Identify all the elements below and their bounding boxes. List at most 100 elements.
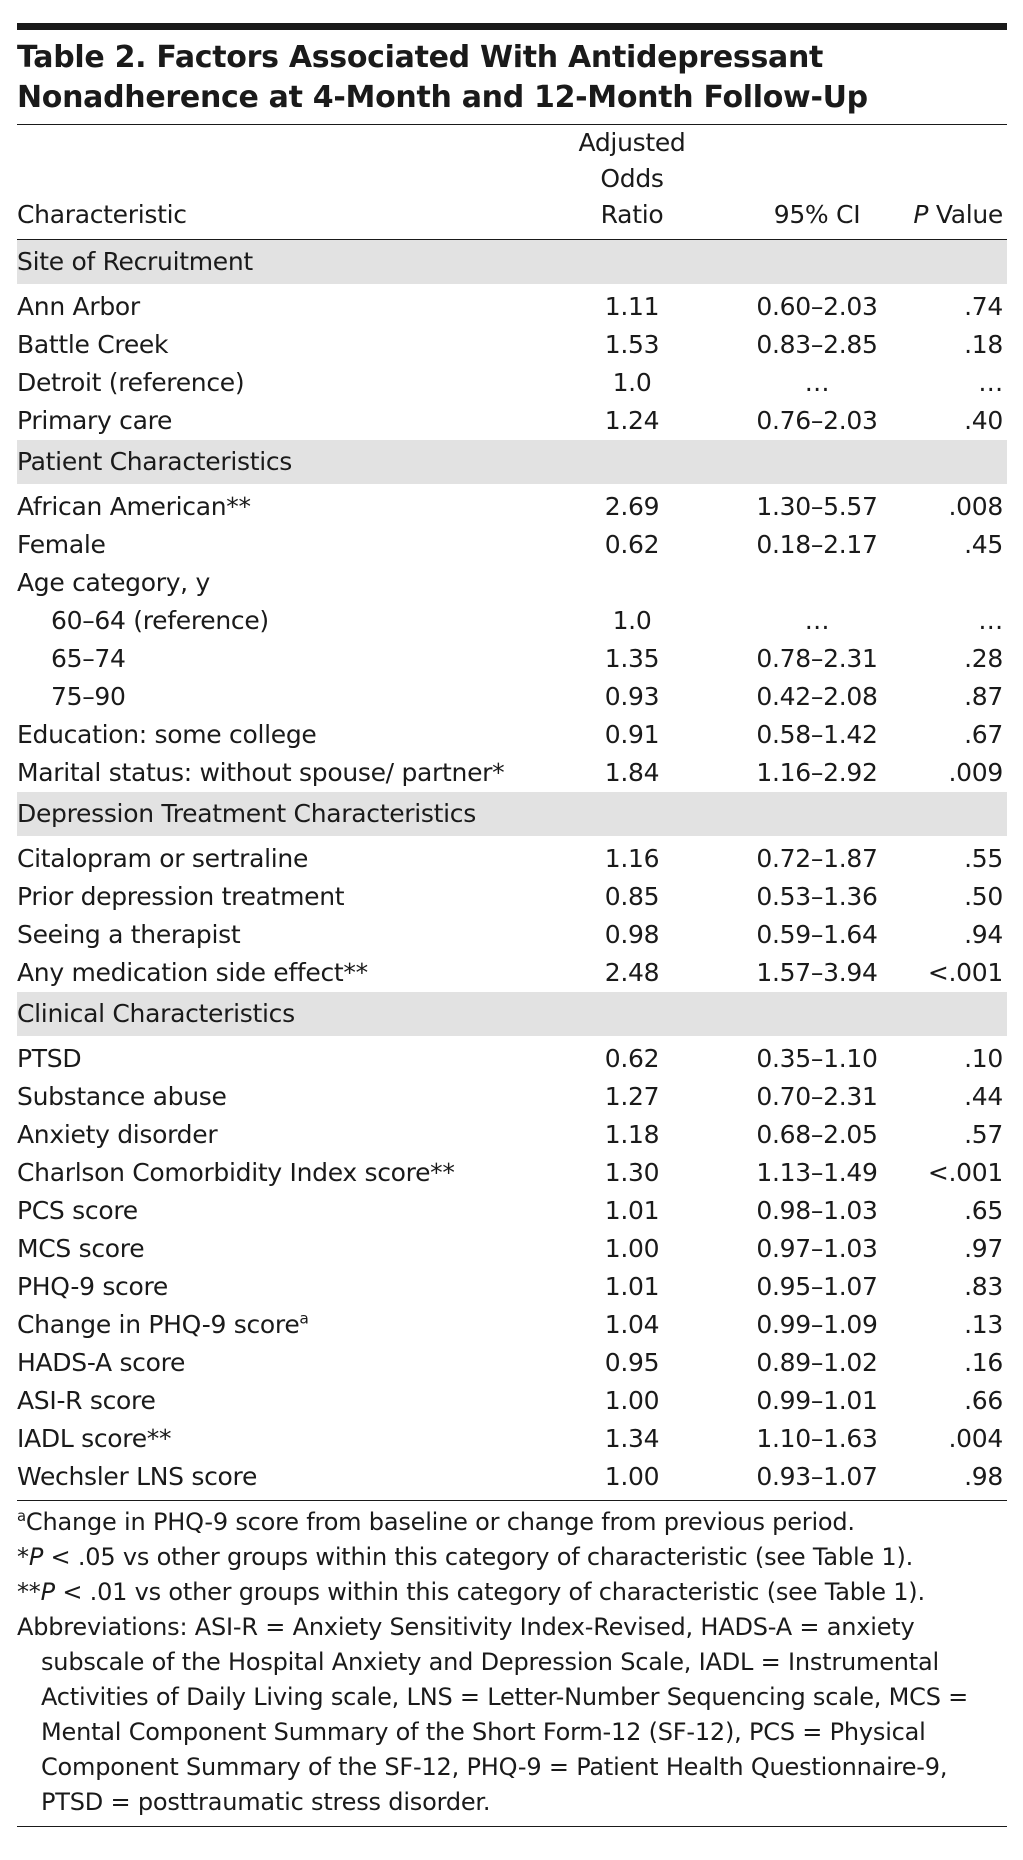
cell-or: 1.04	[604, 1310, 660, 1339]
cell-p: .18	[964, 330, 1003, 359]
row-label-text: 65–74	[51, 644, 126, 673]
data-row: Primary care 1.24 0.76–2.03 .40	[17, 402, 1007, 440]
row-label: Detroit (reference)	[17, 364, 537, 402]
cell-or: 0.62	[604, 530, 660, 559]
cell-ci: 0.18–2.17	[756, 530, 878, 559]
row-label-text: Age category, y	[17, 568, 210, 597]
row-label: PHQ-9 score	[17, 1268, 537, 1306]
cell-or: 1.00	[604, 1386, 660, 1415]
row-label-text: African American**	[17, 492, 251, 521]
row-label: 75–90	[17, 678, 537, 716]
row-label-text: IADL score**	[17, 1424, 172, 1453]
row-label-cell: 65–74	[17, 640, 537, 678]
cell-p: .009	[948, 758, 1004, 787]
cell-or: 0.91	[604, 720, 660, 749]
row-label-cell: Charlson Comorbidity Index score**	[17, 1154, 537, 1192]
row-label-cell: HADS-A score	[17, 1344, 537, 1382]
cell-p: .66	[964, 1386, 1003, 1415]
cell-ci: 0.72–1.87	[756, 844, 878, 873]
cell-or: 1.0	[612, 368, 652, 397]
cell-or: 1.01	[604, 1272, 660, 1301]
cell-or: 2.48	[604, 958, 660, 987]
row-label-cell: 75–90	[17, 678, 537, 716]
row-label-text: Charlson Comorbidity Index score**	[17, 1158, 455, 1187]
data-row: 65–74 1.35 0.78–2.31 .28	[17, 640, 1007, 678]
empty-cell	[907, 564, 1007, 602]
row-label-cell: Female	[17, 526, 537, 564]
header-cell: Characteristic	[17, 200, 187, 229]
cell-ci: 0.89–1.02	[756, 1348, 878, 1377]
data-row: Charlson Comorbidity Index score** 1.30 1.…	[17, 1154, 1007, 1192]
empty-cell	[537, 564, 727, 602]
row-label-text: Change in PHQ-9 score	[17, 1310, 300, 1339]
data-row: HADS-A score 0.95 0.89–1.02 .16	[17, 1344, 1007, 1382]
data-row: PCS score 1.01 0.98–1.03 .65	[17, 1192, 1007, 1230]
cell-or: 1.0	[612, 606, 652, 635]
table-header: Characteristic Adjusted Odds Ratio 95% C…	[17, 124, 1007, 240]
header-text: Adjusted Odds Ratio	[578, 128, 686, 229]
data-row: Substance abuse 1.27 0.70–2.31 .44	[17, 1078, 1007, 1116]
row-label: Citalopram or sertraline	[17, 840, 537, 878]
cell-p: .45	[964, 530, 1003, 559]
cell-ci: …	[804, 368, 830, 397]
cell-ci: 0.78–2.31	[756, 644, 878, 673]
data-row: Marital status: without spouse/ partner*…	[17, 754, 1007, 792]
row-label-cell: Any medication side effect**	[17, 954, 537, 992]
header-cell: 95% CI	[773, 200, 861, 229]
section-title: Clinical Characteristics	[17, 992, 1007, 1036]
row-label-text: Education: some college	[17, 720, 317, 749]
cell-ci: 0.60–2.03	[756, 292, 878, 321]
cell-ci: 1.13–1.49	[756, 1158, 878, 1187]
row-label-text: ASI-R score	[17, 1386, 156, 1415]
cell-ci: 0.42–2.08	[756, 682, 878, 711]
data-row: Change in PHQ-9 scorea 1.04 0.99–1.09 .13	[17, 1306, 1007, 1344]
data-row: Wechsler LNS score 1.00 0.93–1.07 .98	[17, 1458, 1007, 1500]
row-label: Battle Creek	[17, 326, 537, 364]
cell-p: .98	[964, 1462, 1003, 1491]
section-title: Depression Treatment Characteristics	[17, 792, 1007, 836]
row-label: Marital status: without spouse/ partner*	[17, 754, 537, 792]
cell-or: 0.62	[604, 1044, 660, 1073]
cell-p: .40	[964, 406, 1003, 435]
row-label-text: Prior depression treatment	[17, 882, 345, 911]
row-label: ASI-R score	[17, 1382, 537, 1420]
cell-ci: 0.70–2.31	[756, 1082, 878, 1111]
cell-ci: 1.30–5.57	[756, 492, 878, 521]
row-label: Primary care	[17, 402, 537, 440]
data-table: Characteristic Adjusted Odds Ratio 95% C…	[17, 124, 1007, 1500]
cell-p: <.001	[927, 1158, 1003, 1187]
cell-or: 1.16	[604, 844, 660, 873]
footnote-text: Abbreviations: ASI-R = Anxiety Sensitivi…	[17, 1613, 969, 1816]
row-label-text: 60–64 (reference)	[51, 606, 269, 635]
header-text: Value	[935, 200, 1003, 229]
section-row: Clinical Characteristics	[17, 992, 1007, 1036]
row-label-text: Any medication side effect**	[17, 958, 368, 987]
cell-p: .74	[964, 292, 1003, 321]
footnote-text: < .01 vs other groups within this catego…	[54, 1578, 925, 1606]
row-label-text: Substance abuse	[17, 1082, 227, 1111]
footnote: Abbreviations: ASI-R = Anxiety Sensitivi…	[17, 1610, 1007, 1820]
section-row: Depression Treatment Characteristics	[17, 792, 1007, 836]
row-label-cell: Prior depression treatment	[17, 878, 537, 916]
row-label-text: PHQ-9 score	[17, 1272, 168, 1301]
row-label-cell: IADL score**	[17, 1420, 537, 1458]
cell-or: 1.53	[604, 330, 660, 359]
data-row: Citalopram or sertraline 1.16 0.72–1.87 .55	[17, 836, 1007, 878]
row-label-text: Detroit (reference)	[17, 368, 245, 397]
table-end-rule	[17, 1500, 1007, 1501]
cell-ci: 0.93–1.07	[756, 1462, 878, 1491]
row-label-text: 75–90	[51, 682, 126, 711]
cell-ci: 0.59–1.64	[756, 920, 878, 949]
cell-ci: 0.35–1.10	[756, 1044, 878, 1073]
data-row: Detroit (reference) 1.0 … …	[17, 364, 1007, 402]
cell-ci: 1.10–1.63	[756, 1424, 878, 1453]
row-label-cell: Citalopram or sertraline	[17, 836, 537, 878]
row-label-cell: Age category, y	[17, 564, 537, 602]
row-label-text: Marital status: without spouse/ partner*	[17, 758, 505, 787]
cell-p: …	[978, 368, 1003, 397]
header-cell: P Value	[907, 125, 1007, 240]
cell-ci: 0.58–1.42	[756, 720, 878, 749]
row-label-text: PCS score	[17, 1196, 138, 1225]
row-label-cell: African American**	[17, 484, 537, 526]
